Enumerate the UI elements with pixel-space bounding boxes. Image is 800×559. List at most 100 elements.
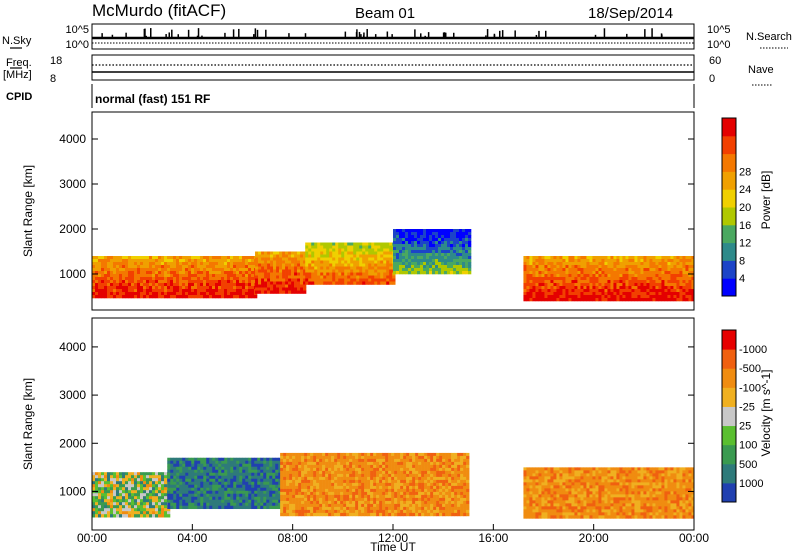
- power-cell: [155, 283, 158, 286]
- power-cell: [242, 289, 245, 292]
- velocity-cell: [397, 465, 400, 468]
- power-cell: [194, 265, 197, 268]
- velocity-cell: [263, 464, 266, 467]
- velocity-cell: [415, 504, 418, 507]
- power-cell: [140, 262, 143, 265]
- velocity-cell: [364, 507, 367, 510]
- velocity-cell: [239, 482, 242, 485]
- power-cell: [341, 276, 344, 279]
- velocity-cell: [424, 489, 427, 492]
- velocity-cell: [239, 485, 242, 488]
- power-cell: [308, 261, 311, 264]
- velocity-cell: [161, 484, 164, 487]
- power-cell: [314, 267, 317, 270]
- velocity-cell: [272, 467, 275, 470]
- power-cell: [613, 265, 616, 268]
- velocity-cell: [185, 488, 188, 491]
- power-cell: [149, 268, 152, 271]
- velocity-cell: [194, 470, 197, 473]
- velocity-cell: [164, 499, 167, 502]
- power-cell: [616, 286, 619, 289]
- power-cell: [426, 235, 429, 238]
- velocity-cell: [439, 504, 442, 507]
- velocity-cell: [388, 495, 391, 498]
- power-cell: [326, 246, 329, 249]
- velocity-cell: [173, 461, 176, 464]
- velocity-cell: [224, 470, 227, 473]
- power-cell: [320, 267, 323, 270]
- power-cell: [438, 241, 441, 244]
- velocity-cell: [439, 465, 442, 468]
- power-cell: [405, 268, 408, 271]
- velocity-cell: [367, 483, 370, 486]
- velocity-cell: [325, 465, 328, 468]
- velocity-cell: [266, 503, 269, 506]
- velocity-cell: [424, 471, 427, 474]
- power-cell: [386, 252, 389, 255]
- power-cell: [276, 267, 279, 270]
- power-cell: [586, 292, 589, 295]
- velocity-cell: [421, 453, 424, 456]
- velocity-cell: [352, 453, 355, 456]
- velocity-cell: [224, 494, 227, 497]
- velocity-cell: [430, 501, 433, 504]
- velocity-cell: [436, 507, 439, 510]
- velocity-cell: [313, 471, 316, 474]
- velocity-cell: [310, 474, 313, 477]
- power-cell: [104, 289, 107, 292]
- power-cell: [649, 259, 652, 262]
- velocity-cell: [319, 498, 322, 501]
- velocity-cell: [257, 488, 260, 491]
- velocity-cell: [295, 501, 298, 504]
- velocity-cell: [143, 505, 146, 508]
- power-cell: [541, 298, 544, 301]
- power-cell: [209, 289, 212, 292]
- power-cell: [559, 274, 562, 277]
- velocity-cell: [113, 511, 116, 514]
- power-cell: [661, 265, 664, 268]
- power-cell: [194, 280, 197, 283]
- power-cell: [155, 286, 158, 289]
- power-cell: [625, 274, 628, 277]
- power-cell: [365, 249, 368, 252]
- velocity-cell: [95, 502, 98, 505]
- power-cell: [251, 289, 254, 292]
- power-cell: [110, 277, 113, 280]
- velocity-cell: [119, 493, 122, 496]
- power-cell: [435, 256, 438, 259]
- power-cell: [673, 295, 676, 298]
- velocity-cell: [164, 502, 167, 505]
- power-cell: [374, 261, 377, 264]
- velocity-cell: [385, 459, 388, 462]
- power-cell: [113, 256, 116, 259]
- velocity-cell: [298, 510, 301, 513]
- power-cell: [294, 252, 297, 255]
- power-cell: [212, 271, 215, 274]
- velocity-cell: [424, 462, 427, 465]
- velocity-cell: [155, 475, 158, 478]
- velocity-cell: [349, 477, 352, 480]
- power-cell: [359, 267, 362, 270]
- power-cell: [371, 264, 374, 267]
- power-cell: [149, 256, 152, 259]
- power-cell: [185, 277, 188, 280]
- velocity-cell: [430, 498, 433, 501]
- velocity-cell: [266, 473, 269, 476]
- velocity-cell: [325, 489, 328, 492]
- power-cell: [335, 273, 338, 276]
- power-cell: [215, 265, 218, 268]
- power-cell: [541, 292, 544, 295]
- velocity-cell: [266, 488, 269, 491]
- power-cell: [273, 279, 276, 282]
- power-cell: [305, 273, 308, 276]
- velocity-cell: [310, 507, 313, 510]
- power-cell: [438, 262, 441, 265]
- power-cell: [267, 261, 270, 264]
- power-cell: [110, 292, 113, 295]
- velocity-cell: [292, 474, 295, 477]
- power-cell: [571, 298, 574, 301]
- velocity-cell: [289, 510, 292, 513]
- power-cell: [405, 265, 408, 268]
- velocity-cell: [251, 494, 254, 497]
- velocity-cell: [248, 458, 251, 461]
